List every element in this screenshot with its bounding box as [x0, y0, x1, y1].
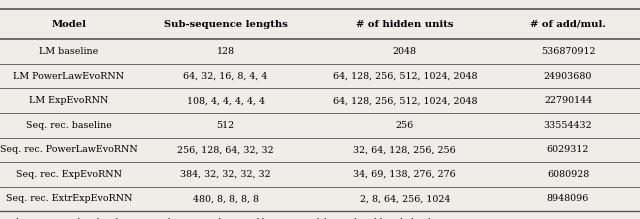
- Text: 32, 64, 128, 256, 256: 32, 64, 128, 256, 256: [353, 145, 456, 154]
- Text: # of add/mul.: # of add/mul.: [530, 19, 606, 29]
- Text: 33554432: 33554432: [544, 121, 592, 130]
- Text: 128: 128: [216, 47, 235, 56]
- Text: 512: 512: [216, 121, 235, 130]
- Text: 24903680: 24903680: [544, 72, 592, 81]
- Text: 108, 4, 4, 4, 4, 4: 108, 4, 4, 4, 4, 4: [187, 96, 264, 105]
- Text: 2, 8, 64, 256, 1024: 2, 8, 64, 256, 1024: [360, 194, 450, 203]
- Text: 480, 8, 8, 8, 8: 480, 8, 8, 8, 8: [193, 194, 259, 203]
- Text: Model: Model: [51, 19, 86, 29]
- Text: 64, 128, 256, 512, 1024, 2048: 64, 128, 256, 512, 1024, 2048: [333, 96, 477, 105]
- Text: Seq. rec. baseline: Seq. rec. baseline: [26, 121, 112, 130]
- Text: # of hidden units: # of hidden units: [356, 19, 454, 29]
- Text: 64, 32, 16, 8, 4, 4: 64, 32, 16, 8, 4, 4: [184, 72, 268, 81]
- Text: 8948096: 8948096: [547, 194, 589, 203]
- Text: Sub-sequence lengths: Sub-sequence lengths: [164, 19, 287, 29]
- Text: Seq. rec. PowerLawEvoRNN: Seq. rec. PowerLawEvoRNN: [0, 145, 138, 154]
- Text: Seq. rec. ExpEvoRNN: Seq. rec. ExpEvoRNN: [16, 170, 122, 179]
- Text: 2048: 2048: [393, 47, 417, 56]
- Text: 22790144: 22790144: [544, 96, 592, 105]
- Text: 6029312: 6029312: [547, 145, 589, 154]
- Text: 34, 69, 138, 276, 276: 34, 69, 138, 276, 276: [353, 170, 456, 179]
- Text: LM ExpEvoRNN: LM ExpEvoRNN: [29, 96, 109, 105]
- Text: 256: 256: [396, 121, 414, 130]
- Text: 536870912: 536870912: [541, 47, 595, 56]
- Text: LM PowerLawEvoRNN: LM PowerLawEvoRNN: [13, 72, 124, 81]
- Text: architectures employed in the sequential recommendation and language modeling ta: architectures employed in the sequential…: [3, 218, 588, 219]
- Text: 384, 32, 32, 32, 32: 384, 32, 32, 32, 32: [180, 170, 271, 179]
- Text: 6080928: 6080928: [547, 170, 589, 179]
- Text: LM baseline: LM baseline: [39, 47, 99, 56]
- Text: 64, 128, 256, 512, 1024, 2048: 64, 128, 256, 512, 1024, 2048: [333, 72, 477, 81]
- Text: Seq. rec. ExtrExpEvoRNN: Seq. rec. ExtrExpEvoRNN: [6, 194, 132, 203]
- Text: 256, 128, 64, 32, 32: 256, 128, 64, 32, 32: [177, 145, 274, 154]
